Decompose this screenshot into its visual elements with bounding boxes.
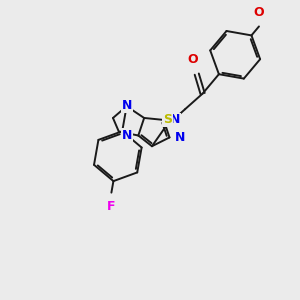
Text: N: N xyxy=(122,129,133,142)
Text: S: S xyxy=(163,113,172,126)
Text: F: F xyxy=(107,200,116,213)
Text: N: N xyxy=(175,131,186,144)
Text: N: N xyxy=(169,113,180,126)
Text: N: N xyxy=(122,100,132,112)
Text: O: O xyxy=(254,6,264,19)
Text: O: O xyxy=(188,53,198,66)
